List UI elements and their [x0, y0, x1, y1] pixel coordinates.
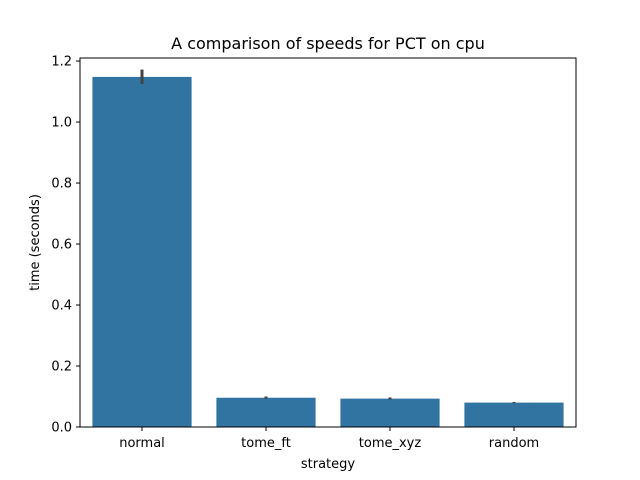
y-axis: 0.0 0.2 0.4 0.6 0.8 1.0 1.2 — [51, 55, 80, 436]
x-tick-label-random: random — [489, 436, 539, 451]
plot-area-frame — [79, 57, 577, 428]
bars-group — [92, 76, 564, 427]
bar-random — [464, 402, 564, 427]
bar-tome-ft — [216, 397, 316, 427]
y-tick-label: 1.0 — [51, 116, 72, 131]
x-tick-label-tome-ft: tome_ft — [241, 436, 291, 451]
y-tick-label: 0.4 — [51, 299, 72, 314]
y-tick-label: 1.2 — [51, 55, 72, 70]
x-axis: normal tome_ft tome_xyz random — [119, 427, 539, 451]
x-tick-label-tome-xyz: tome_xyz — [359, 436, 422, 451]
bar-normal — [92, 76, 192, 427]
y-axis-label: time (seconds) — [28, 194, 43, 291]
bar-tome-xyz — [340, 398, 440, 427]
error-bars-group — [140, 69, 516, 404]
x-axis-label: strategy — [301, 457, 356, 472]
y-tick-label: 0.6 — [51, 238, 72, 253]
chart-title: A comparison of speeds for PCT on cpu — [171, 34, 485, 53]
x-tick-label-normal: normal — [119, 436, 165, 451]
y-tick-label: 0.2 — [51, 360, 72, 375]
y-tick-label: 0.8 — [51, 177, 72, 192]
y-tick-label: 0.0 — [51, 421, 72, 436]
